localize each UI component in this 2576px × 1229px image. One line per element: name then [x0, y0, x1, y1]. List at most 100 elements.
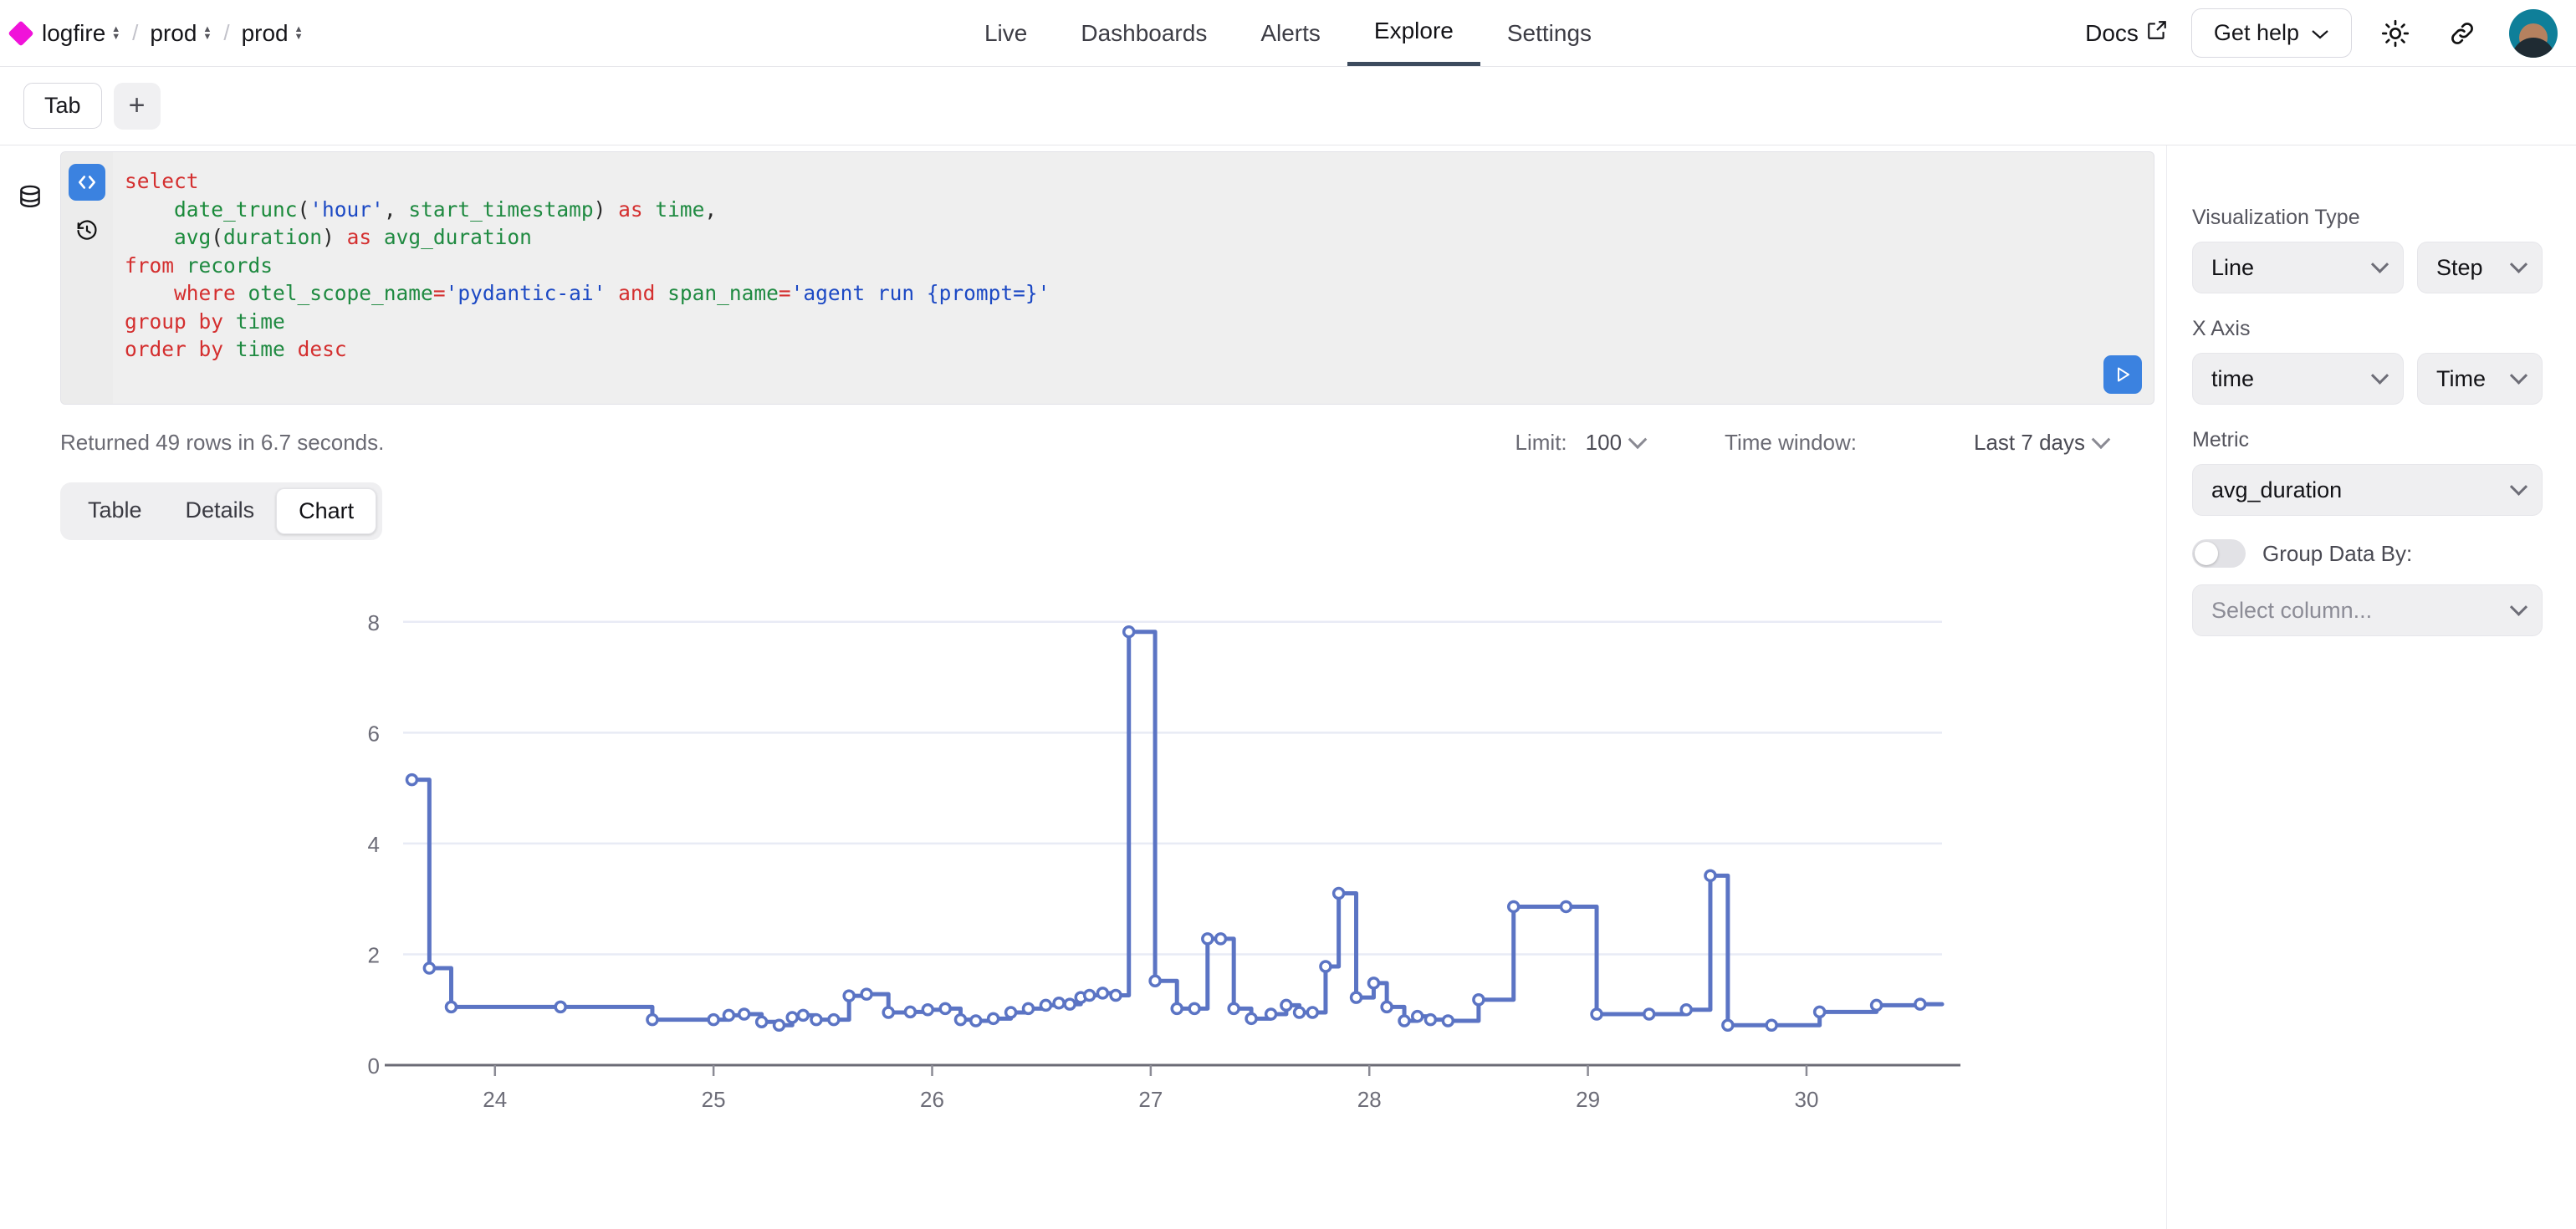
database-icon[interactable] [12, 179, 49, 216]
breadcrumb: logfire ▲ ▼ / prod ▲ ▼ / prod ▲ ▼ [0, 20, 304, 47]
x-axis-column-value: time [2211, 365, 2255, 391]
query-tab-bar: Tab + [0, 67, 2576, 145]
query-tab[interactable]: Tab [23, 83, 102, 129]
time-window-select[interactable]: Last 7 days [1974, 429, 2111, 456]
chevron-down-icon [2091, 429, 2111, 449]
svg-text:24: 24 [483, 1087, 507, 1112]
svg-text:4: 4 [368, 832, 380, 857]
svg-text:0: 0 [368, 1053, 380, 1079]
visualization-settings-panel: Visualization Type Line Step X Axis time… [2166, 145, 2576, 1229]
limit-value: 100 [1585, 430, 1623, 455]
docs-label: Docs [2085, 19, 2139, 46]
metric-label: Metric [2192, 428, 2250, 451]
editor-gutter [61, 152, 113, 404]
chevron-down-icon [2509, 255, 2528, 273]
user-avatar[interactable] [2509, 8, 2558, 58]
metric-value: avg_duration [2211, 477, 2343, 502]
breadcrumb-project-label: prod [150, 19, 197, 46]
chevron-down-icon [2370, 255, 2389, 273]
group-by-column-select[interactable]: Select column... [2192, 584, 2543, 636]
nav-right-actions: Docs Get help [2085, 8, 2576, 58]
chevron-down-icon [1628, 429, 1648, 449]
sql-editor[interactable]: select date_trunc('hour', start_timestam… [60, 151, 2154, 405]
tab-table[interactable]: Table [88, 497, 142, 523]
group-data-by-row: Group Data By: [2192, 539, 2543, 568]
docs-link[interactable]: Docs [2085, 19, 2168, 47]
breadcrumb-org-label: logfire [42, 19, 106, 46]
x-axis-label: X Axis [2192, 317, 2251, 340]
x-axis-type-value: Time [2436, 365, 2486, 391]
chevron-down-icon [2509, 366, 2528, 385]
x-axis-column-select[interactable]: time [2192, 353, 2404, 405]
group-data-by-toggle[interactable] [2192, 539, 2246, 568]
view-tabs: Table Details Chart [60, 482, 383, 540]
main-body: select date_trunc('hour', start_timestam… [0, 145, 2576, 1229]
svg-text:8: 8 [368, 610, 380, 635]
chevron-down-icon [2311, 20, 2329, 46]
svg-text:6: 6 [368, 721, 380, 746]
external-link-icon [2146, 19, 2168, 47]
svg-text:29: 29 [1576, 1087, 1600, 1112]
get-help-button[interactable]: Get help [2190, 8, 2352, 58]
svg-text:28: 28 [1357, 1087, 1382, 1112]
query-and-results-column: select date_trunc('hour', start_timestam… [60, 145, 2166, 1229]
svg-text:25: 25 [702, 1087, 726, 1112]
nav-item-dashboards[interactable]: Dashboards [1081, 19, 1208, 46]
returned-rows-text: Returned 49 rows in 6.7 seconds. [60, 430, 385, 455]
metric-select[interactable]: avg_duration [2192, 464, 2543, 516]
group-by-column-placeholder: Select column... [2211, 597, 2373, 623]
nav-item-live[interactable]: Live [984, 19, 1028, 46]
group-data-by-label: Group Data By: [2262, 540, 2413, 566]
sun-icon[interactable] [2372, 10, 2419, 57]
metric-row: avg_duration [2192, 464, 2543, 516]
chevron-down-icon [2509, 477, 2528, 496]
breadcrumb-item-environment[interactable]: prod ▲ ▼ [242, 20, 304, 47]
visualization-style-value: Step [2436, 254, 2483, 280]
nav-item-explore[interactable]: Explore [1347, 0, 1480, 66]
logfire-diamond-icon[interactable] [8, 19, 34, 47]
sql-code-text[interactable]: select date_trunc('hour', start_timestam… [125, 169, 1050, 361]
limit-select[interactable]: 100 [1585, 429, 1648, 456]
primary-nav: Live Dashboards Alerts Explore Settings [0, 0, 2576, 67]
visualization-type-row: Line Step [2192, 242, 2543, 293]
top-navigation-bar: logfire ▲ ▼ / prod ▲ ▼ / prod ▲ ▼ Live Dash… [0, 0, 2576, 67]
get-help-label: Get help [2213, 20, 2299, 45]
breadcrumb-separator-2: / [223, 20, 230, 45]
nav-item-alerts[interactable]: Alerts [1260, 19, 1321, 46]
svg-text:27: 27 [1138, 1087, 1163, 1112]
limit-label: Limit: [1515, 430, 1567, 455]
chevron-down-icon [2370, 366, 2389, 385]
code-brackets-icon[interactable] [69, 164, 105, 201]
visualization-type-value: Line [2211, 254, 2255, 280]
nav-item-settings[interactable]: Settings [1506, 19, 1592, 46]
visualization-style-select[interactable]: Step [2417, 242, 2543, 293]
chevron-down-icon [2509, 598, 2528, 616]
visualization-type-select[interactable]: Line [2192, 242, 2404, 293]
svg-text:30: 30 [1794, 1087, 1818, 1112]
breadcrumb-item-project[interactable]: prod ▲ ▼ [150, 20, 212, 47]
results-summary-row: Returned 49 rows in 6.7 seconds. Limit: … [60, 429, 2166, 456]
breadcrumb-item-org[interactable]: logfire ▲ ▼ [42, 20, 120, 47]
svg-text:26: 26 [920, 1087, 944, 1112]
left-rail [0, 145, 60, 1229]
visualization-type-label: Visualization Type [2192, 206, 2360, 229]
breadcrumb-environment-label: prod [241, 19, 289, 46]
tab-chart[interactable]: Chart [276, 488, 377, 534]
x-axis-type-select[interactable]: Time [2417, 353, 2543, 405]
query-controls: Limit: 100 Time window: Last 7 days [1515, 429, 2111, 456]
chevron-updown-icon: ▲ ▼ [202, 23, 212, 42]
time-window-label: Time window: [1725, 430, 1858, 455]
history-clock-icon[interactable] [69, 212, 105, 249]
chevron-updown-icon: ▲ ▼ [111, 23, 121, 42]
link-icon[interactable] [2439, 10, 2486, 57]
svg-text:2: 2 [368, 942, 380, 967]
x-axis-row: time Time [2192, 353, 2543, 405]
chevron-updown-icon: ▲ ▼ [294, 23, 304, 42]
chart-container: 0 2 4 6 8 24 25 26 27 28 29 30 [60, 564, 2166, 1229]
play-run-icon[interactable] [2103, 355, 2142, 394]
time-window-value: Last 7 days [1974, 430, 2085, 455]
tab-details[interactable]: Details [185, 497, 255, 523]
breadcrumb-separator-1: / [132, 20, 139, 45]
add-tab-button[interactable]: + [113, 82, 161, 130]
